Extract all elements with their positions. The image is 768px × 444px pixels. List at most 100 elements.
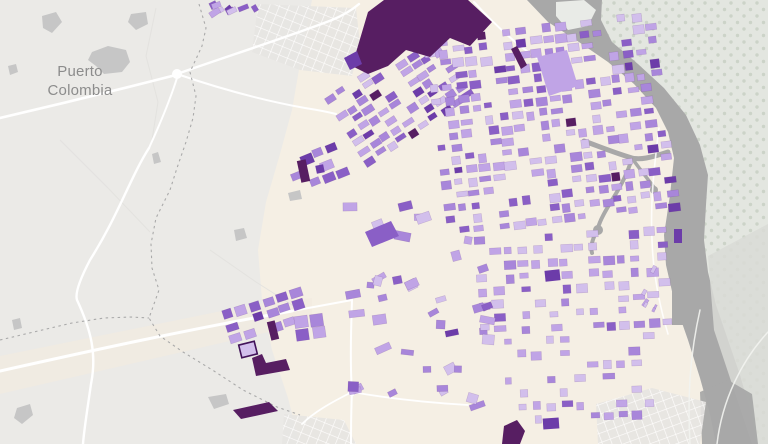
north-dark-block[interactable]	[296, 159, 311, 183]
parcel[interactable]	[456, 190, 469, 198]
parcel[interactable]	[522, 85, 534, 94]
parcel[interactable]	[648, 318, 661, 329]
parcel[interactable]	[660, 140, 673, 149]
sw-dark-strip[interactable]	[233, 402, 278, 419]
parcel[interactable]	[499, 111, 509, 121]
parcel[interactable]	[465, 392, 480, 405]
parcel[interactable]	[561, 400, 574, 408]
parcel[interactable]	[593, 321, 605, 329]
parcel[interactable]	[210, 0, 222, 10]
parcel[interactable]	[587, 88, 601, 99]
parcel[interactable]	[629, 121, 642, 131]
parcel[interactable]	[592, 124, 604, 136]
parcel[interactable]	[430, 98, 442, 106]
parcel[interactable]	[560, 243, 574, 253]
parcel[interactable]	[626, 195, 637, 204]
parcel[interactable]	[546, 403, 557, 412]
parcel[interactable]	[616, 399, 628, 408]
parcel[interactable]	[357, 118, 370, 131]
parcel[interactable]	[605, 125, 615, 133]
parcel[interactable]	[606, 321, 617, 332]
parcel[interactable]	[503, 160, 518, 172]
parcel[interactable]	[590, 412, 601, 419]
north-dark-square[interactable]	[315, 164, 325, 174]
parcel[interactable]	[574, 199, 585, 208]
parcel[interactable]	[644, 22, 658, 31]
parcel[interactable]	[414, 210, 433, 225]
parcel[interactable]	[406, 50, 421, 63]
south-dark-block-b[interactable]	[542, 417, 560, 430]
parcel[interactable]	[429, 84, 439, 94]
parcel[interactable]	[551, 118, 561, 128]
parcel[interactable]	[400, 348, 415, 356]
parcel[interactable]	[546, 335, 554, 344]
parcel[interactable]	[266, 306, 281, 319]
parcel[interactable]	[574, 373, 586, 383]
parcel[interactable]	[493, 325, 507, 333]
parcel[interactable]	[335, 85, 346, 96]
parcel[interactable]	[471, 202, 481, 210]
parcel[interactable]	[580, 19, 593, 28]
parcel[interactable]	[554, 21, 567, 32]
parcel[interactable]	[504, 377, 512, 385]
parcel[interactable]	[561, 94, 573, 104]
parcel[interactable]	[515, 38, 527, 49]
parcel[interactable]	[444, 96, 456, 107]
parcel[interactable]	[463, 46, 473, 55]
parcel[interactable]	[394, 58, 409, 71]
parcel[interactable]	[612, 194, 622, 202]
parcel[interactable]	[632, 293, 646, 301]
parcel[interactable]	[226, 6, 238, 16]
parcel[interactable]	[529, 35, 543, 45]
parcel[interactable]	[544, 155, 558, 165]
parcel[interactable]	[308, 176, 322, 188]
parcel[interactable]	[553, 143, 566, 154]
parcel[interactable]	[346, 104, 358, 116]
parcel[interactable]	[478, 175, 492, 183]
parcel[interactable]	[368, 114, 381, 127]
parcel[interactable]	[644, 132, 654, 142]
parcel[interactable]	[489, 247, 502, 256]
parcel[interactable]	[434, 295, 447, 304]
parcel[interactable]	[598, 184, 610, 194]
parcel[interactable]	[640, 82, 653, 93]
parcel[interactable]	[583, 151, 593, 159]
parcel[interactable]	[397, 200, 414, 213]
parcel[interactable]	[521, 325, 531, 335]
parcel[interactable]	[598, 173, 612, 184]
parcel[interactable]	[529, 157, 543, 165]
parcel[interactable]	[453, 178, 463, 185]
parcel[interactable]	[657, 241, 669, 249]
parcel[interactable]	[537, 218, 547, 227]
parcel[interactable]	[629, 240, 639, 250]
parcel[interactable]	[522, 310, 531, 320]
parcel[interactable]	[592, 29, 602, 37]
parcel[interactable]	[387, 388, 398, 398]
parcel[interactable]	[478, 162, 491, 173]
south-dark-block-a[interactable]	[544, 269, 561, 282]
west-l-shape[interactable]	[252, 354, 290, 376]
parcel[interactable]	[551, 215, 563, 224]
parcel[interactable]	[479, 314, 496, 326]
parcel[interactable]	[470, 92, 481, 102]
parcel[interactable]	[596, 150, 607, 159]
parcel[interactable]	[407, 76, 421, 88]
parcel[interactable]	[450, 249, 462, 262]
parcel[interactable]	[427, 307, 440, 318]
parcel[interactable]	[459, 225, 470, 233]
parcel[interactable]	[577, 128, 588, 138]
parcel[interactable]	[478, 288, 488, 298]
parcel[interactable]	[549, 203, 561, 212]
parcel[interactable]	[525, 217, 538, 227]
parcel[interactable]	[440, 180, 453, 191]
parcel[interactable]	[426, 63, 437, 74]
parcel[interactable]	[647, 290, 660, 299]
parcel[interactable]	[530, 259, 541, 270]
parcel[interactable]	[513, 220, 527, 231]
parcel[interactable]	[628, 229, 640, 240]
parcel[interactable]	[483, 186, 495, 195]
parcel[interactable]	[351, 88, 364, 100]
parcel[interactable]	[499, 222, 510, 230]
parcel[interactable]	[562, 284, 572, 294]
parcel[interactable]	[530, 48, 542, 59]
